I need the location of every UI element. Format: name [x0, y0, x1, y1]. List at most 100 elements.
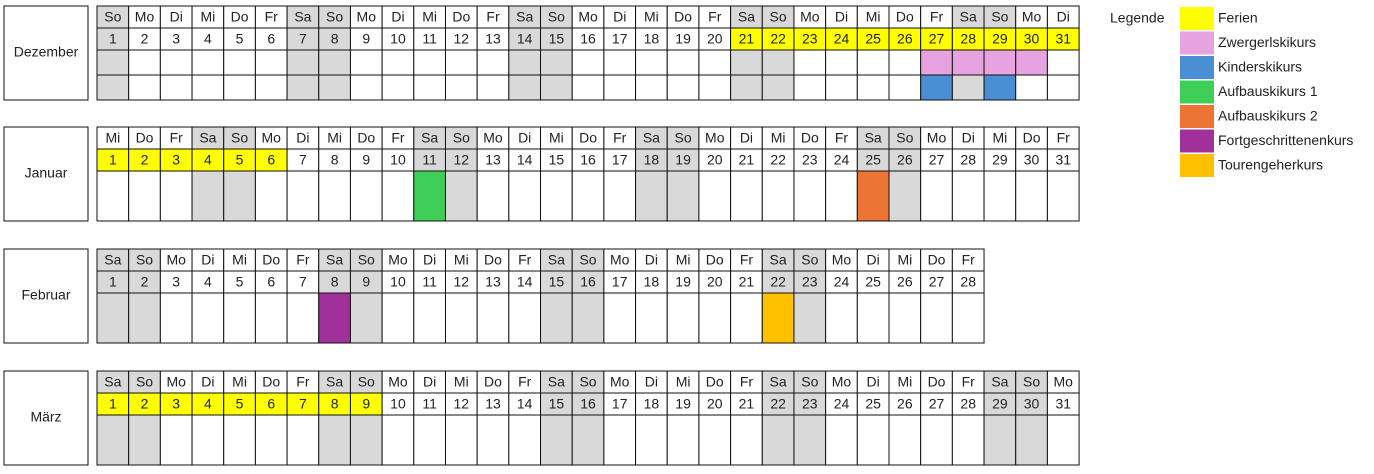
weekday: Fr: [962, 374, 976, 390]
day-number: 16: [580, 152, 596, 168]
weekday: Di: [1057, 9, 1070, 25]
day-number: 14: [517, 274, 533, 290]
day-number: 21: [739, 396, 755, 412]
weekday: Do: [896, 9, 914, 25]
weekday: Mi: [644, 9, 659, 25]
weekday: Mo: [357, 9, 377, 25]
weekday: Mi: [454, 252, 469, 268]
weekday: So: [136, 252, 153, 268]
weekday: Di: [296, 130, 309, 146]
empty-cell: [191, 292, 225, 344]
weekday: Mi: [992, 130, 1007, 146]
weekday: Mo: [832, 374, 852, 390]
course-cell: [318, 292, 351, 344]
empty-cell: [349, 74, 383, 101]
empty-cell: [761, 49, 795, 76]
empty-cell: [793, 74, 827, 101]
course-cell: [920, 74, 953, 101]
course-cell: [920, 49, 953, 76]
day-number: 12: [454, 152, 470, 168]
day-number: 1: [109, 396, 117, 412]
empty-cell: [666, 49, 700, 76]
weekday: Do: [231, 9, 249, 25]
weekday: Di: [867, 374, 880, 390]
day-number: 11: [422, 274, 437, 290]
weekday: Mo: [262, 130, 282, 146]
day-number: 15: [549, 31, 565, 47]
day-number: 4: [204, 152, 212, 168]
weekday: So: [453, 130, 470, 146]
day-number: 26: [897, 152, 913, 168]
day-number: 10: [390, 31, 406, 47]
weekday: Do: [928, 374, 946, 390]
weekday: So: [548, 9, 565, 25]
day-number: 1: [109, 274, 117, 290]
day-number: 19: [675, 152, 691, 168]
empty-cell: [159, 74, 193, 101]
course-cell: [856, 170, 890, 222]
empty-cell: [666, 414, 700, 466]
empty-cell: [571, 49, 605, 76]
weekday: Mi: [897, 374, 912, 390]
day-number: 25: [865, 274, 881, 290]
weekday: Fr: [1057, 130, 1071, 146]
weekday: Do: [484, 252, 502, 268]
empty-cell: [254, 170, 288, 222]
weekday: Mo: [166, 374, 186, 390]
empty-cell: [603, 414, 637, 466]
weekday: Di: [201, 252, 214, 268]
weekday: Do: [452, 9, 470, 25]
empty-cell: [761, 74, 795, 101]
legend-swatch: [1180, 129, 1214, 153]
empty-cell: [508, 49, 542, 76]
empty-cell: [730, 170, 763, 222]
weekday: So: [579, 374, 596, 390]
empty-cell: [96, 292, 130, 344]
empty-cell: [920, 292, 953, 344]
legend-label: Fortgeschrittenenkurs: [1218, 132, 1353, 148]
day-number: 20: [707, 274, 723, 290]
empty-cell: [825, 170, 858, 222]
legend-label: Zwergerlskikurs: [1218, 34, 1316, 50]
empty-cell: [888, 74, 922, 101]
day-number: 12: [454, 274, 470, 290]
weekday: Mi: [676, 374, 691, 390]
empty-cell: [793, 49, 827, 76]
weekday: Mo: [705, 130, 725, 146]
day-number: 6: [267, 152, 275, 168]
day-number: 9: [362, 31, 370, 47]
weekday: Mi: [549, 130, 564, 146]
day-number: 30: [1024, 152, 1040, 168]
weekday: Fr: [740, 374, 754, 390]
weekday: Sa: [770, 374, 787, 390]
empty-cell: [381, 74, 415, 101]
empty-cell: [96, 49, 130, 76]
empty-cell: [444, 74, 478, 101]
day-number: 22: [770, 31, 786, 47]
day-number: 8: [331, 31, 339, 47]
weekday: Di: [867, 252, 880, 268]
empty-cell: [128, 74, 161, 101]
empty-cell: [540, 74, 573, 101]
day-number: 13: [485, 31, 501, 47]
weekday: Mi: [676, 252, 691, 268]
weekday: Sa: [960, 9, 977, 25]
empty-cell: [223, 170, 256, 222]
weekday: So: [991, 9, 1008, 25]
day-number: 13: [485, 152, 501, 168]
day-number: 18: [644, 396, 660, 412]
weekday: Fr: [296, 252, 310, 268]
day-number: 14: [517, 152, 533, 168]
empty-cell: [349, 292, 383, 344]
weekday: Sa: [199, 130, 216, 146]
weekday: Mo: [1054, 374, 1074, 390]
day-number: 21: [739, 152, 755, 168]
legend-label: Aufbauskikurs 2: [1218, 108, 1318, 124]
day-number: 21: [739, 31, 755, 47]
empty-cell: [635, 49, 668, 76]
weekday: Mi: [200, 9, 215, 25]
empty-cell: [508, 414, 542, 466]
empty-cell: [286, 170, 320, 222]
weekday: Fr: [740, 252, 754, 268]
